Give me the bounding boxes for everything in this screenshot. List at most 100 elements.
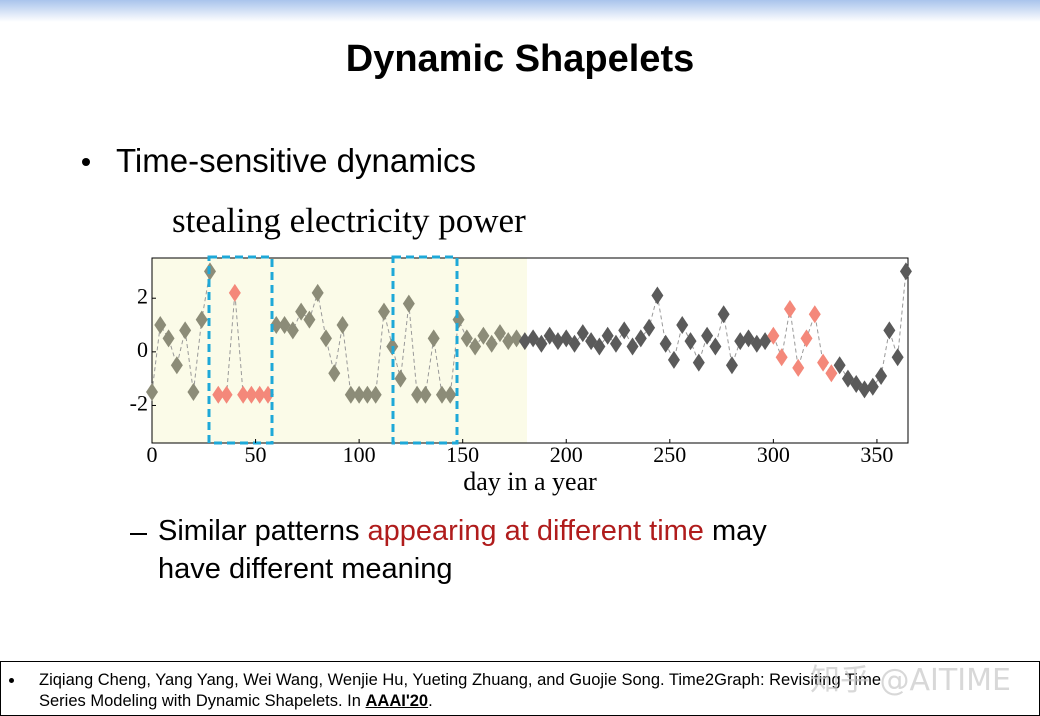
data-point [286,321,299,340]
data-point [411,385,424,404]
data-point [369,385,382,404]
header-band [0,0,1040,22]
data-point [419,385,432,404]
data-point [800,329,813,348]
data-point [651,286,664,305]
x-tick-label: 250 [653,442,686,467]
sub-bullet: have different meaning [158,553,453,585]
data-point [676,316,689,335]
data-point [825,364,838,383]
dash [130,533,147,535]
data-point [709,337,722,356]
data-point [634,329,647,348]
data-point [866,377,879,396]
data-point [576,324,589,343]
data-point [535,334,548,353]
data-point [179,321,192,340]
data-point [245,385,258,404]
slide-title: Dynamic Shapelets [345,38,695,80]
reference: Ziqiang Cheng, Yang Yang, Wei Wang, Wenj… [39,671,881,689]
data-point [899,262,912,281]
data-point [817,353,830,372]
data-point [485,334,498,353]
plot-frame [151,257,909,444]
x-tick-label: 50 [245,442,267,467]
data-point [336,316,349,335]
venue-link[interactable]: AAAI'20 [365,692,429,710]
data-point [701,326,714,345]
data-point [435,385,448,404]
data-point [237,385,250,404]
data-point [427,329,440,348]
text: . [428,692,433,710]
data-point [377,302,390,321]
x-tick-label: 0 [147,442,158,467]
data-point [833,356,846,375]
data-point [618,321,631,340]
data-point [444,385,457,404]
bullet: Time-sensitive dynamics [116,142,477,179]
data-point [808,305,821,324]
data-point [609,334,622,353]
data-point [858,380,871,399]
data-point [643,318,656,337]
x-tick-label: 350 [860,442,893,467]
data-point [303,310,316,329]
data-point [601,326,614,345]
x-tick-label: 150 [446,442,479,467]
data-point [195,310,208,329]
data-point [353,385,366,404]
data-point [469,337,482,356]
data-point [518,332,531,351]
data-point [319,329,332,348]
data-point [792,358,805,377]
data-point [295,302,308,321]
series-line [772,308,832,374]
data-point [750,334,763,353]
reference: Series Modeling with Dynamic Shapelets. … [39,692,433,711]
data-point [502,332,515,351]
data-point [477,326,490,345]
text: Series Modeling with Dynamic Shapelets. … [39,692,366,710]
data-point [361,385,374,404]
y-tick-label: -2 [130,391,148,416]
text: may [703,515,767,547]
x-axis-label: day in a year [463,467,597,496]
data-point [187,383,200,402]
data-point [460,329,473,348]
data-point [734,332,747,351]
data-point [626,337,639,356]
sub-bullet: Similar patterns appearing at different … [158,515,767,548]
data-point [875,366,888,385]
data-point [883,321,896,340]
data-point [154,316,167,335]
x-tick-label: 300 [757,442,790,467]
data-point [228,283,241,302]
data-point [684,332,697,351]
highlight-region [152,258,527,443]
text: Similar patterns [158,515,368,547]
chart-title: stealing electricity power [172,201,526,240]
highlight-text: appearing at different time [367,515,704,547]
data-point [767,326,780,345]
data-point [220,385,233,404]
data-point [659,334,672,353]
bullet-dot [9,678,14,683]
data-point [311,283,324,302]
series-line [839,271,907,390]
data-point [510,329,523,348]
data-point [493,324,506,343]
data-point [170,356,183,375]
data-point [568,334,581,353]
data-point [783,299,796,318]
data-point [593,337,606,356]
data-point [344,385,357,404]
data-point [162,329,175,348]
data-point [891,348,904,367]
shapelet-box [207,255,274,445]
data-point [775,348,788,367]
data-point [394,369,407,388]
y-tick-label: 0 [137,337,148,362]
